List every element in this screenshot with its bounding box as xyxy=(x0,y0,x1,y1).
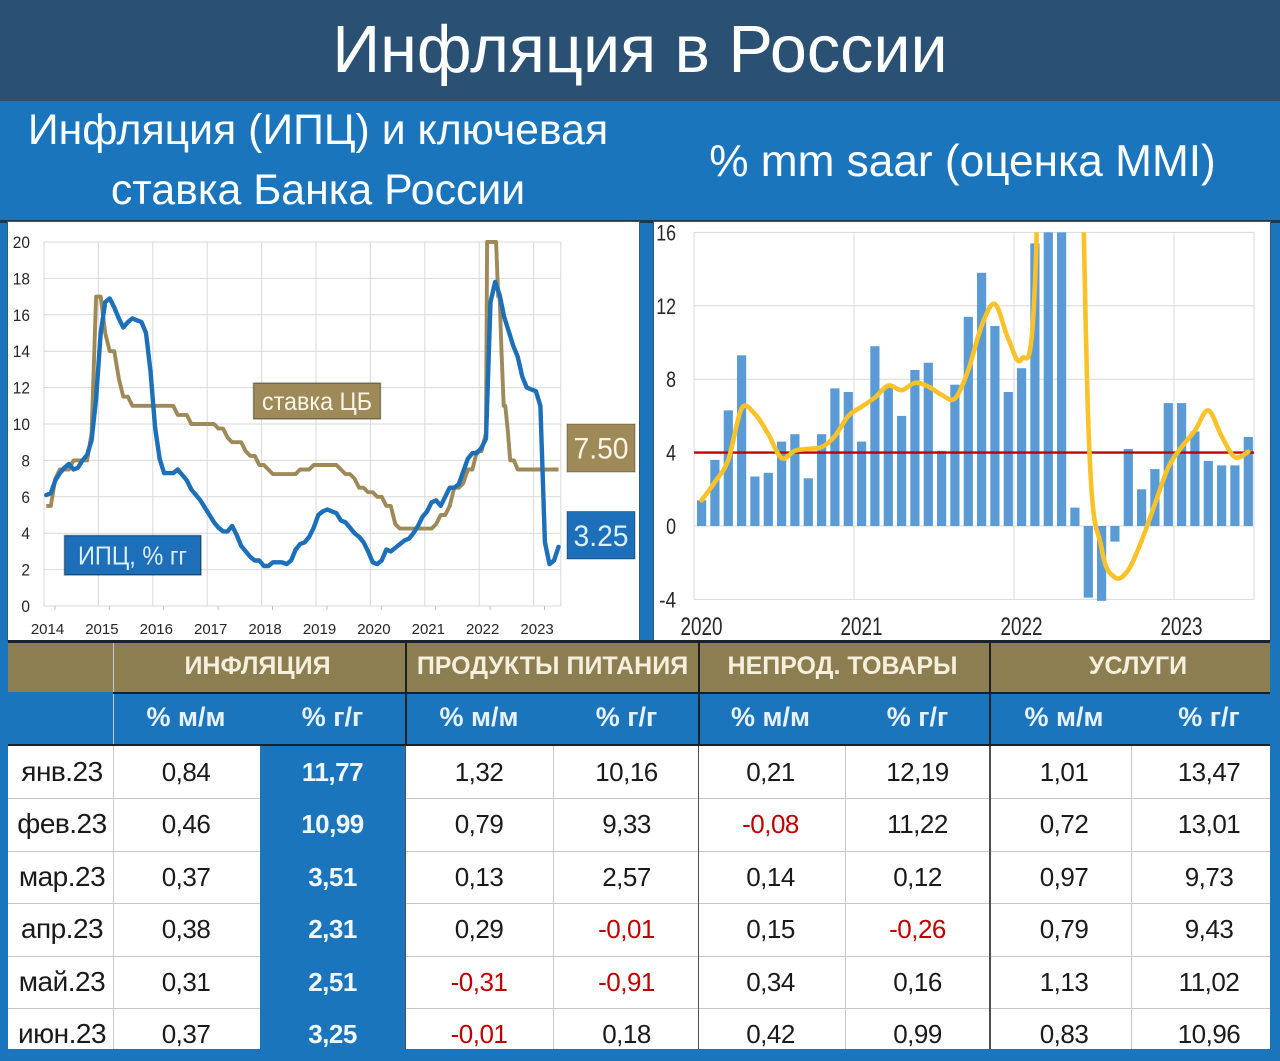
svg-text:8: 8 xyxy=(666,367,676,392)
svg-text:2023: 2023 xyxy=(1161,613,1203,640)
svg-text:2017: 2017 xyxy=(194,621,227,638)
svg-text:2023: 2023 xyxy=(520,621,553,638)
svg-text:2014: 2014 xyxy=(31,621,64,638)
svg-text:2019: 2019 xyxy=(303,621,336,638)
svg-text:0: 0 xyxy=(666,514,676,539)
svg-text:18: 18 xyxy=(13,269,30,288)
svg-text:6: 6 xyxy=(21,488,30,507)
svg-text:ставка ЦБ: ставка ЦБ xyxy=(262,388,372,416)
svg-text:3.25: 3.25 xyxy=(574,520,629,553)
svg-text:2022: 2022 xyxy=(1001,613,1043,640)
svg-text:0: 0 xyxy=(21,597,30,616)
svg-text:8: 8 xyxy=(21,451,30,470)
svg-text:2021: 2021 xyxy=(841,613,883,640)
svg-text:2: 2 xyxy=(21,561,30,580)
svg-text:2015: 2015 xyxy=(85,621,118,638)
svg-text:2016: 2016 xyxy=(140,621,173,638)
svg-text:16: 16 xyxy=(13,306,30,325)
svg-text:10: 10 xyxy=(13,415,30,434)
svg-text:12: 12 xyxy=(13,379,30,398)
svg-text:2020: 2020 xyxy=(357,621,390,638)
svg-text:2022: 2022 xyxy=(466,621,499,638)
svg-text:14: 14 xyxy=(13,342,30,361)
svg-text:20: 20 xyxy=(13,233,30,252)
svg-text:2020: 2020 xyxy=(681,613,723,640)
svg-text:ИПЦ, % гг: ИПЦ, % гг xyxy=(78,541,187,571)
svg-text:2021: 2021 xyxy=(412,621,445,638)
svg-text:12: 12 xyxy=(656,294,676,319)
svg-text:7.50: 7.50 xyxy=(574,433,629,466)
svg-text:-4: -4 xyxy=(659,587,676,612)
svg-text:4: 4 xyxy=(666,441,676,466)
svg-text:2018: 2018 xyxy=(248,621,281,638)
svg-text:16: 16 xyxy=(656,222,676,245)
svg-text:4: 4 xyxy=(21,524,30,543)
